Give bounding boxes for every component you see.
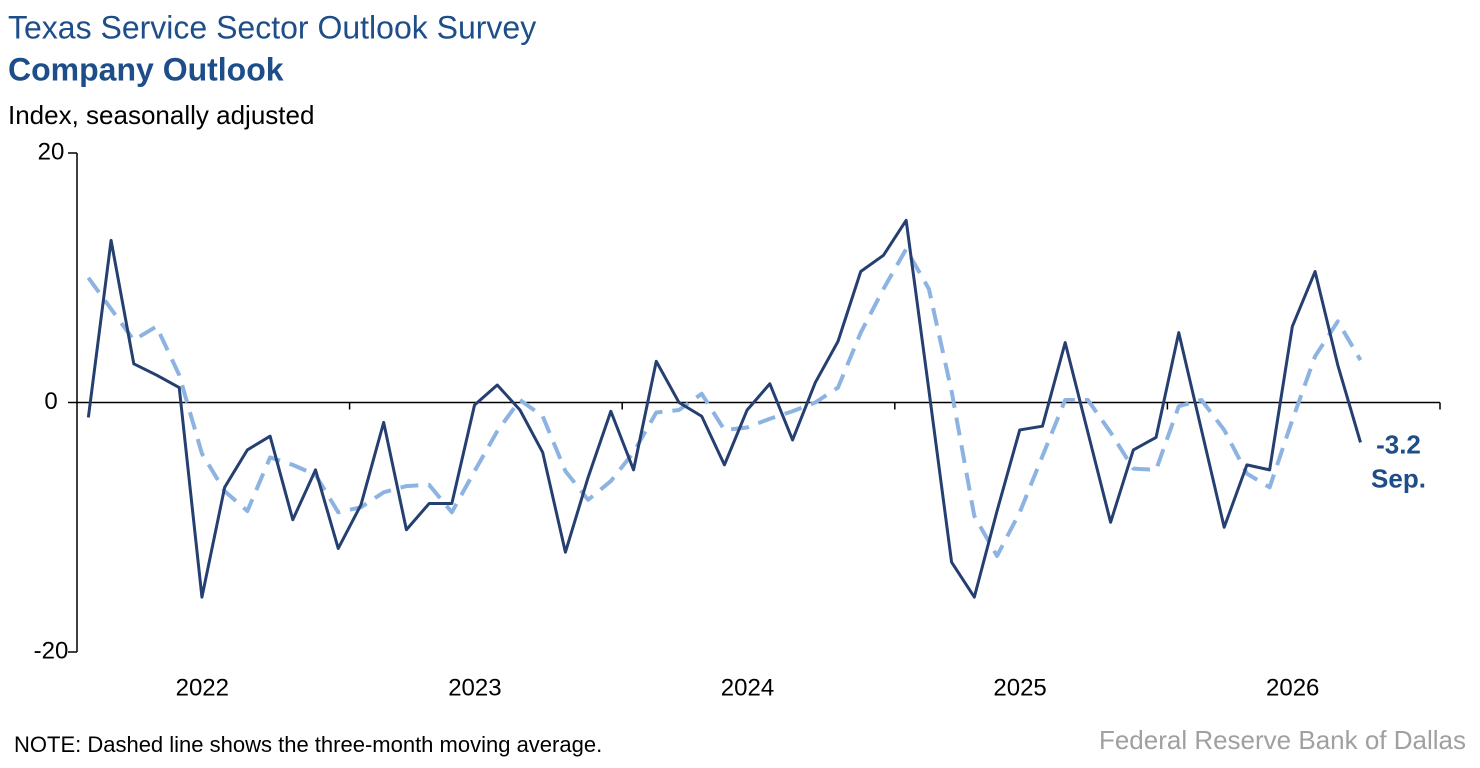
annotation: Sep. — [1371, 463, 1426, 493]
data-line — [86, 218, 1362, 599]
note: NOTE: Dashed line shows the three-month … — [14, 732, 602, 757]
source: Federal Reserve Bank of Dallas — [1099, 725, 1466, 755]
x-tick-label: 2024 — [721, 674, 774, 701]
x-tick-label: 2022 — [176, 674, 229, 701]
chart-title: Texas Service Sector Outlook Survey — [8, 9, 536, 45]
y-tick-label: 20 — [38, 138, 65, 165]
y-tick-label: 0 — [44, 388, 57, 415]
data-label: -3.2 — [1376, 429, 1421, 459]
y-axis-label: Index, seasonally adjusted — [8, 100, 314, 130]
chart-subtitle: Company Outlook — [8, 51, 284, 87]
x-tick-label: 2026 — [1266, 674, 1319, 701]
y-tick-label: -20 — [34, 637, 69, 664]
moving-average-line — [86, 247, 1363, 558]
x-tick-label: 2025 — [993, 674, 1046, 701]
x-tick-label: 2023 — [448, 674, 501, 701]
